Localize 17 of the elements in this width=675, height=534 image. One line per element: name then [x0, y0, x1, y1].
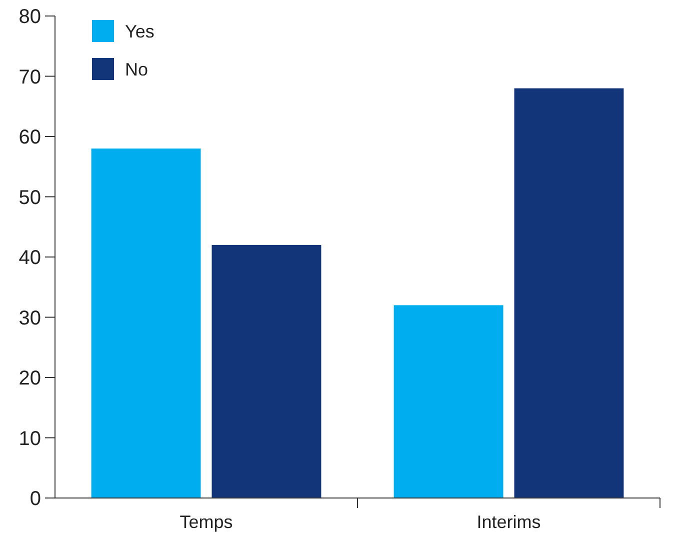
y-tick-label: 40	[18, 247, 41, 269]
bar	[212, 244, 322, 498]
legend-label: Yes	[125, 21, 154, 42]
y-tick-label: 0	[30, 488, 41, 510]
y-tick-label: 10	[18, 428, 41, 450]
y-tick-label: 20	[18, 368, 41, 390]
x-tick-label: Temps	[180, 512, 233, 532]
y-tick-label: 60	[18, 126, 41, 148]
bar	[514, 88, 624, 498]
bar	[394, 305, 504, 498]
y-tick-label: 30	[18, 307, 41, 330]
y-tick-label: 50	[18, 186, 41, 209]
y-tick-label: 80	[18, 6, 41, 28]
y-tick-label: 70	[18, 66, 41, 88]
bar	[91, 148, 201, 498]
legend-label: No	[125, 59, 148, 80]
x-tick-label: Interims	[476, 512, 541, 532]
